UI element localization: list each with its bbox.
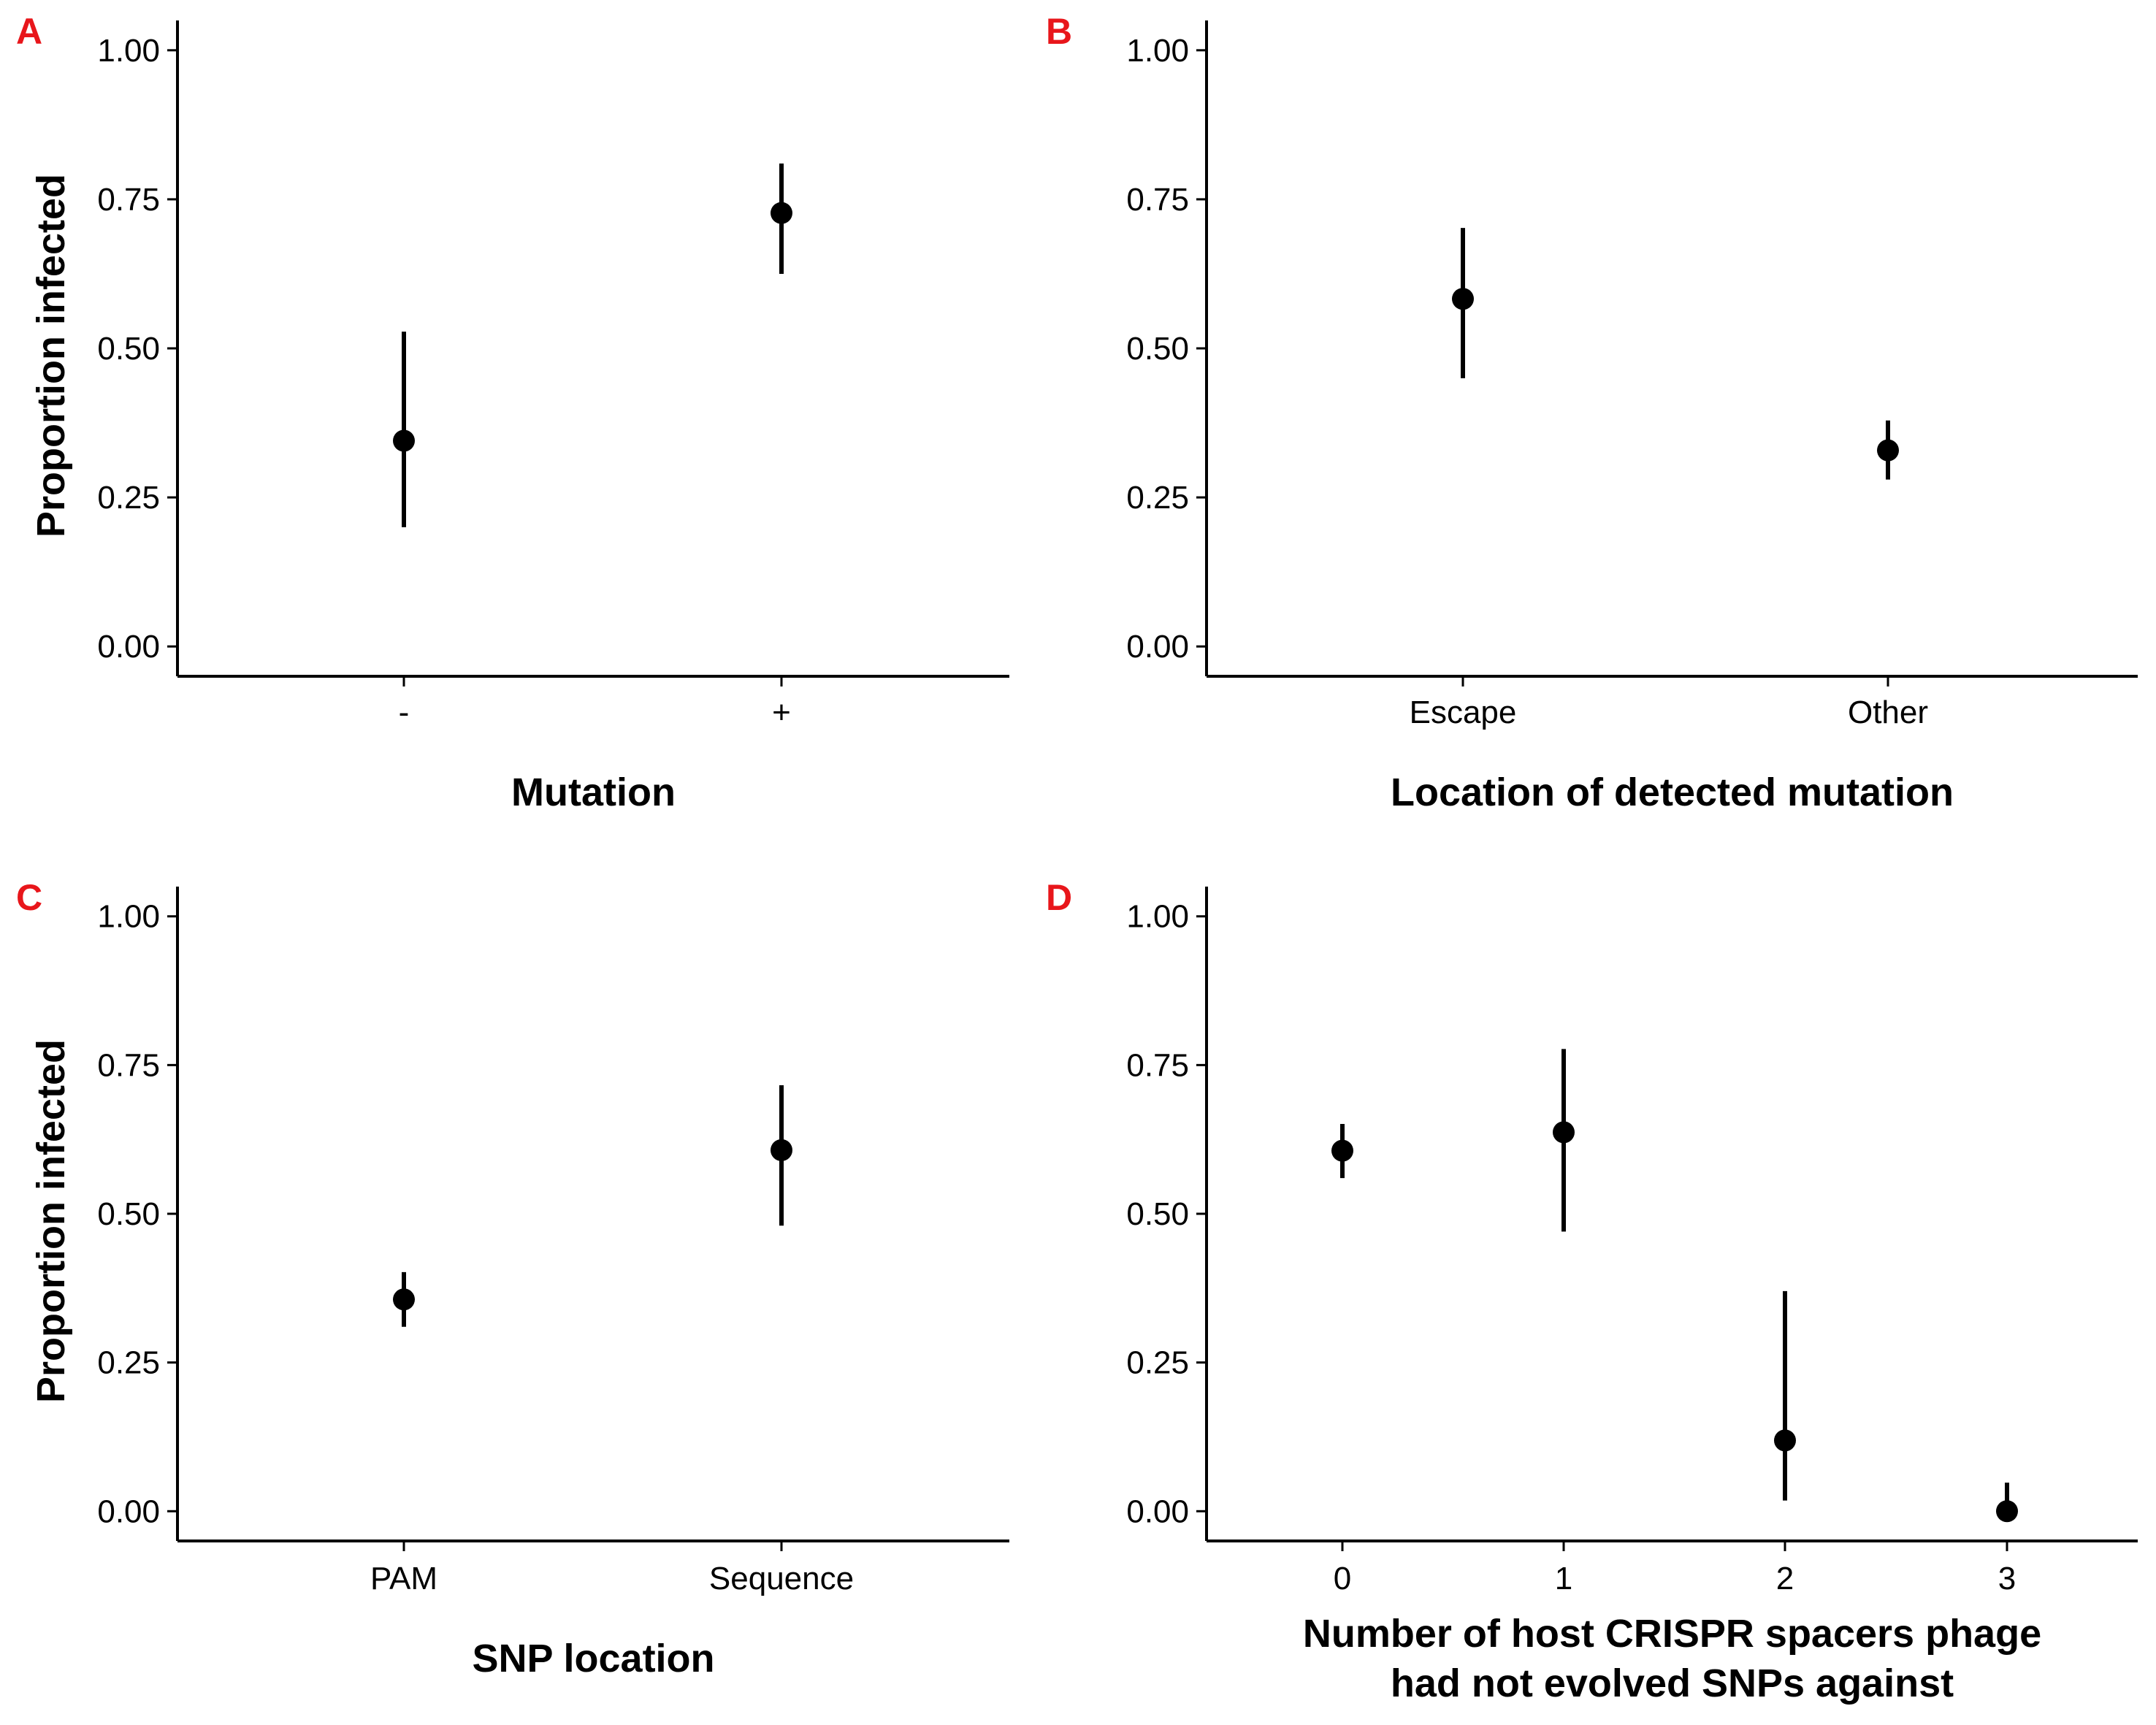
x-tick-label: 3 [1998,1561,2016,1596]
x-tick-label: - [399,695,410,730]
y-tick-label: 0.25 [1126,480,1189,516]
panel-letter: D [1046,877,1072,918]
y-tick-label: 1.00 [97,33,160,69]
y-tick-label: 0.50 [1126,331,1189,367]
panel-d: D 0.00 0.25 0.50 0.75 1.00 0 1 2 3 Number of host … [1046,877,2138,1705]
x-axis-title: Mutation [511,770,676,814]
panel-letter: C [16,877,42,918]
panel-a: A 0.00 0.25 0.50 0.75 1.00 - + Mutation Proportio… [16,11,1009,814]
y-tick-label: 0.50 [97,1196,160,1232]
panel-letter: B [1046,11,1072,52]
y-tick-label: 0.25 [97,1345,160,1381]
data-point [771,1139,792,1161]
x-tick-label: Other [1848,695,1928,730]
y-tick-label: 1.00 [97,899,160,935]
x-tick-label: + [772,695,791,730]
x-axis-title: SNP location [472,1637,714,1680]
x-tick-label: Escape [1410,695,1517,730]
data-point [1331,1139,1353,1162]
y-tick-label: 0.00 [97,1493,160,1529]
data-point [393,1288,415,1311]
data-point [1877,439,1899,462]
data-point [1774,1429,1796,1452]
y-tick-label: 0.50 [1126,1196,1189,1232]
y-tick-label: 0.00 [1126,1493,1189,1529]
x-tick-label: Sequence [709,1561,854,1596]
x-axis-title: Location of detected mutation [1391,770,1954,814]
data-point [771,202,792,224]
x-tick-label: 2 [1776,1561,1794,1596]
y-tick-label: 0.25 [97,480,160,516]
x-tick-label: PAM [370,1561,437,1596]
panel-letter: A [16,11,42,52]
y-tick-label: 0.75 [1126,1047,1189,1083]
y-axis-title: Proportion infected [29,1039,73,1403]
y-tick-label: 1.00 [1126,33,1189,69]
y-tick-label: 0.50 [97,331,160,367]
y-tick-label: 0.25 [1126,1345,1189,1381]
y-tick-label: 0.75 [97,1047,160,1083]
y-tick-label: 0.00 [1126,629,1189,665]
y-tick-label: 0.00 [97,629,160,665]
x-tick-label: 0 [1334,1561,1351,1596]
panel-c: C 0.00 0.25 0.50 0.75 1.00 PAM Sequence SNP loca… [16,877,1009,1680]
x-axis-title: had not evolved SNPs against [1391,1661,1954,1705]
y-tick-label: 0.75 [1126,182,1189,218]
data-point [393,429,415,452]
panel-b: B 0.00 0.25 0.50 0.75 1.00 Escape Other Location… [1046,11,2138,814]
y-tick-label: 1.00 [1126,899,1189,935]
data-point [1553,1121,1575,1144]
y-tick-label: 0.75 [97,182,160,218]
y-axis-title: Proportion infected [29,174,73,538]
data-point [1452,288,1474,310]
x-tick-label: 1 [1555,1561,1572,1596]
x-axis-title: Number of host CRISPR spacers phage [1303,1612,2041,1656]
data-point [1996,1500,2018,1523]
